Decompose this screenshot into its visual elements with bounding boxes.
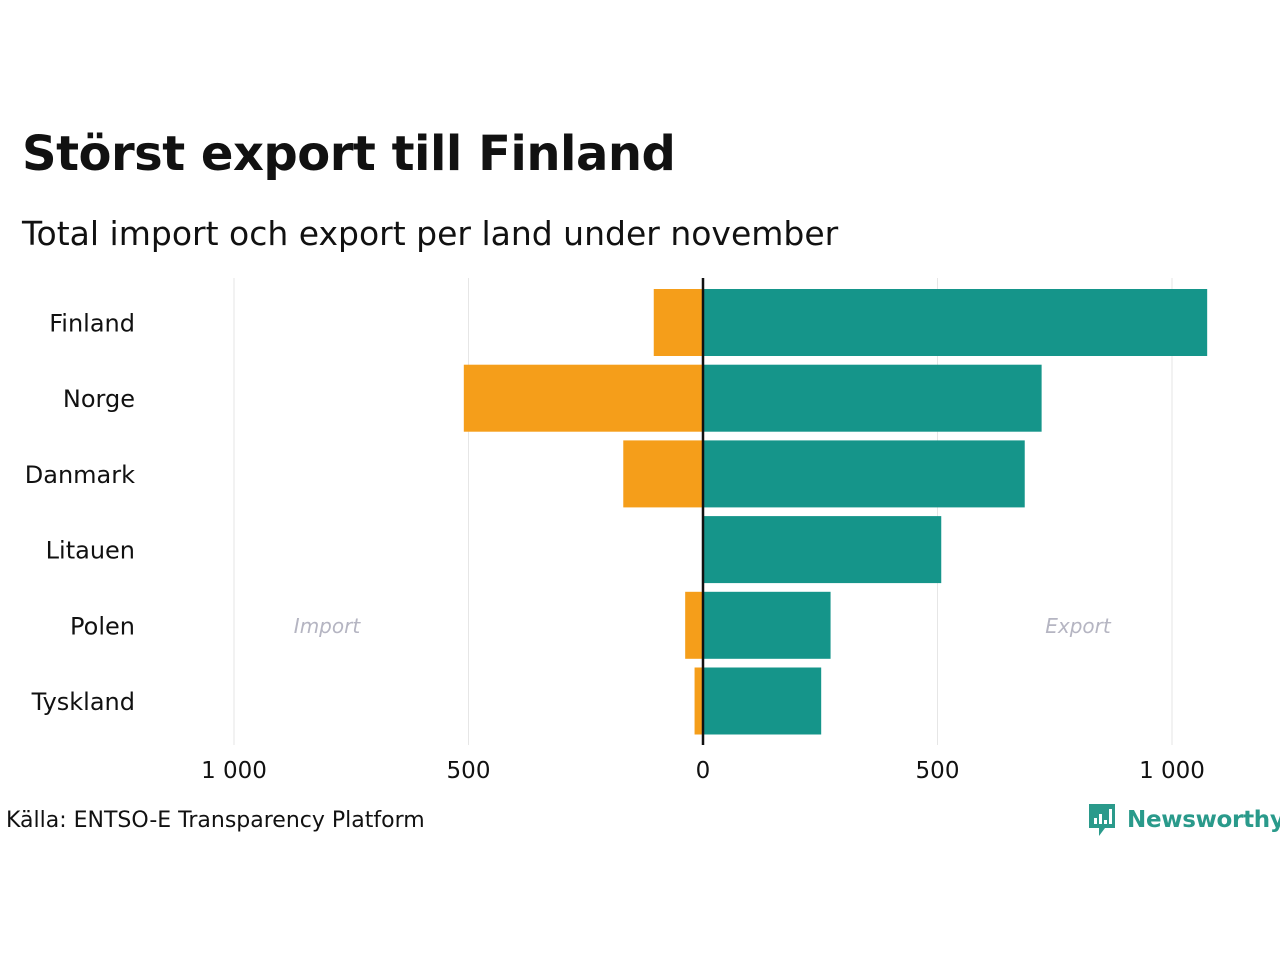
export-annotation: Export bbox=[1045, 614, 1112, 638]
import-bar-norge bbox=[463, 364, 703, 432]
export-bar-finland bbox=[703, 289, 1208, 356]
category-label: Norge bbox=[63, 385, 135, 413]
import-bar-finland bbox=[653, 289, 703, 356]
x-tick-label: 500 bbox=[916, 758, 960, 784]
x-tick-label: 1 000 bbox=[1139, 758, 1205, 784]
import-annotation: Import bbox=[294, 614, 362, 638]
export-bar-norge bbox=[703, 364, 1042, 432]
category-label: Tyskland bbox=[31, 688, 135, 716]
category-label: Danmark bbox=[25, 461, 135, 489]
export-bar-danmark bbox=[703, 440, 1025, 508]
export-bar-tyskland bbox=[703, 667, 822, 735]
chart-title: Störst export till Finland bbox=[22, 126, 676, 182]
import-bar-polen bbox=[685, 591, 703, 659]
export-bar-litauen bbox=[703, 516, 942, 584]
chart-subtitle: Total import och export per land under n… bbox=[22, 214, 839, 253]
x-tick-label: 1 000 bbox=[201, 758, 267, 784]
category-label: Finland bbox=[49, 310, 135, 338]
x-tick-label: 0 bbox=[696, 758, 711, 784]
newsworthy-logo-icon bbox=[1089, 804, 1115, 836]
brand-name: Newsworthy bbox=[1127, 807, 1280, 833]
source-note: Källa: ENTSO-E Transparency Platform bbox=[6, 808, 425, 833]
category-label: Polen bbox=[70, 612, 135, 640]
export-bar-polen bbox=[703, 591, 831, 659]
x-tick-label: 500 bbox=[447, 758, 491, 784]
brand-logo: Newsworthy bbox=[1087, 802, 1280, 838]
import-bar-danmark bbox=[623, 440, 703, 508]
category-label: Litauen bbox=[46, 537, 135, 565]
import-bar-tyskland bbox=[694, 667, 703, 735]
